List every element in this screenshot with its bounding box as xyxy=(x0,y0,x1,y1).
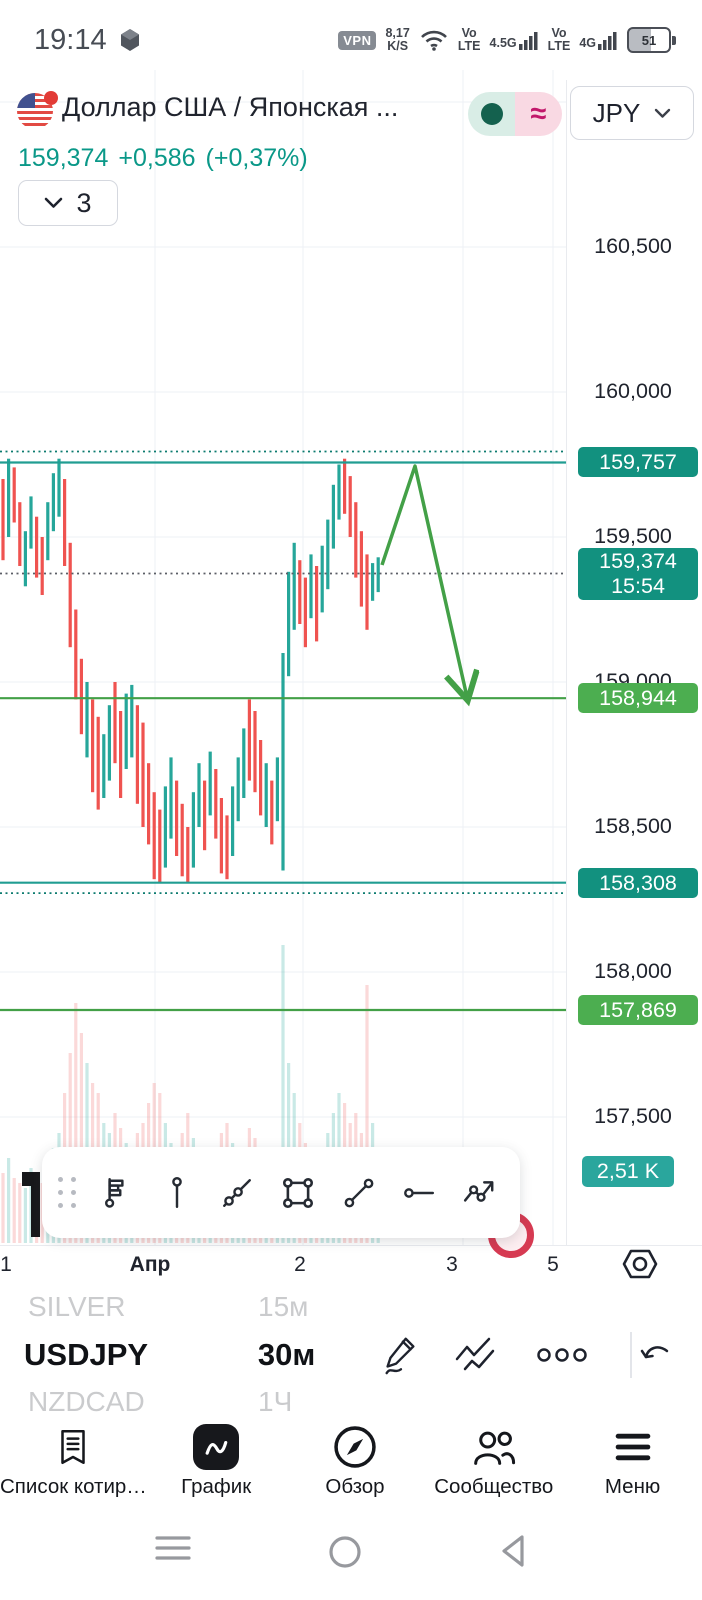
people-icon xyxy=(473,1431,515,1465)
pattern-arrow-tool[interactable] xyxy=(449,1176,510,1210)
price-axis-label: 160,000 xyxy=(594,379,672,403)
undo-button[interactable] xyxy=(608,1341,702,1369)
time-axis-label: 3 xyxy=(446,1253,458,1276)
chart-settings-icon[interactable] xyxy=(622,1248,658,1280)
price-change: +0,586 xyxy=(118,144,196,172)
price-axis-border xyxy=(566,80,567,1246)
flag-annotation[interactable] xyxy=(22,1172,42,1238)
symbol-name: USDJPY xyxy=(24,1337,149,1372)
symbol-timeframe: 15м xyxy=(258,1291,309,1322)
symbol-picker[interactable]: SILVER 15м USDJPY 30м NZDC xyxy=(0,1290,702,1418)
indicators-button[interactable] xyxy=(433,1333,519,1377)
wifi-icon xyxy=(420,30,447,51)
notification-app-icon xyxy=(120,29,139,51)
objects-count: 3 xyxy=(76,187,92,218)
symbol-name: SILVER xyxy=(28,1291,126,1322)
symbol-timeframe: 30м xyxy=(257,1337,316,1372)
approx-price-icon: ≈ xyxy=(515,92,562,136)
watchlist-icon xyxy=(61,1429,86,1465)
price-axis-label: 158,500 xyxy=(594,814,672,838)
back-button[interactable] xyxy=(498,1534,528,1568)
symbol-name: NZDCAD xyxy=(28,1386,145,1417)
time-axis-label: Апр xyxy=(129,1253,171,1276)
chevron-down-icon xyxy=(655,108,671,118)
vertical-line-tool[interactable] xyxy=(147,1176,208,1210)
objects-tree-button[interactable]: 3 xyxy=(18,180,118,226)
nav-community[interactable]: Сообщество xyxy=(424,1418,563,1512)
trend-line-tool[interactable] xyxy=(328,1176,389,1210)
more-options-button[interactable] xyxy=(519,1344,607,1366)
price-axis-label: 159,500 xyxy=(594,524,672,548)
nav-overview[interactable]: Обзор xyxy=(286,1418,425,1512)
symbol-title[interactable]: Доллар США / Японская ... xyxy=(62,92,399,122)
time-axis-label: 2 xyxy=(294,1253,306,1276)
symbol-timeframe: 1Ч xyxy=(258,1386,293,1417)
price-change-percent: (+0,37%) xyxy=(205,144,308,172)
drag-handle[interactable] xyxy=(58,1177,76,1208)
clock: 19:14 xyxy=(34,23,107,56)
price-axis-label: 158,000 xyxy=(594,959,672,983)
volte-indicator-2: Vo LTE xyxy=(547,26,571,53)
chart-icon xyxy=(193,1424,240,1470)
price-axis-label: 160,500 xyxy=(594,234,672,258)
home-button[interactable] xyxy=(327,1534,363,1570)
last-price: 159,374 xyxy=(18,144,109,172)
signal-2: 4G xyxy=(579,30,618,50)
symbol-row-next[interactable]: NZDCAD 1Ч xyxy=(0,1386,702,1418)
symbol-flag-icon xyxy=(16,90,62,132)
market-open-dot-icon xyxy=(468,92,515,136)
info-line-tool[interactable] xyxy=(207,1176,268,1210)
compass-icon xyxy=(334,1426,376,1468)
current-price-badge: 159,374 15:54 xyxy=(578,548,698,600)
divider xyxy=(630,1332,632,1378)
status-bar: 19:14 VPN 8,17 K/S Vo LTE 4.5G Vo LTE xyxy=(0,14,702,66)
time-axis-label: 5 xyxy=(547,1253,559,1276)
price-level-badge: 158,944 xyxy=(578,683,698,713)
price-level-badge: 159,757 xyxy=(578,447,698,477)
rectangle-tool[interactable] xyxy=(268,1175,329,1211)
symbol-row-active[interactable]: USDJPY 30м xyxy=(0,1328,702,1382)
currency-selector-value: JPY xyxy=(592,97,641,128)
net-speed: 8,17 K/S xyxy=(385,26,410,53)
symbol-row-previous[interactable]: SILVER 15м xyxy=(0,1290,702,1324)
price-axis-label: 157,500 xyxy=(594,1104,672,1128)
signal-bars-icon xyxy=(598,32,617,50)
recents-button[interactable] xyxy=(154,1534,192,1562)
draw-button[interactable] xyxy=(368,1332,433,1378)
chevron-down-icon xyxy=(45,197,63,208)
hamburger-icon xyxy=(615,1433,650,1461)
price-level-badge: 157,869 xyxy=(578,995,698,1025)
battery-indicator: 51 xyxy=(627,27,676,53)
android-navigation-bar xyxy=(0,1512,702,1600)
vpn-badge: VPN xyxy=(338,30,377,50)
price-level-badge: 158,308 xyxy=(578,868,698,898)
signal-1: 4.5G xyxy=(490,30,539,50)
nav-chart-active[interactable]: График xyxy=(147,1418,286,1512)
market-status-toggle[interactable]: ≈ xyxy=(468,92,562,136)
currency-selector[interactable]: JPY xyxy=(570,86,694,140)
bars-pattern-tool[interactable] xyxy=(86,1176,147,1210)
bottom-navigation: Список котир… График Обзор Сообщество Ме… xyxy=(0,1418,702,1512)
nav-menu[interactable]: Меню xyxy=(563,1418,702,1512)
nav-watchlist[interactable]: Список котир… xyxy=(0,1418,147,1512)
horizontal-line-tool[interactable] xyxy=(389,1176,450,1210)
volume-badge: 2,51 K xyxy=(582,1156,674,1187)
time-axis-border xyxy=(0,1245,702,1246)
drawing-toolbar[interactable] xyxy=(42,1147,520,1238)
volte-indicator-1: Vo LTE xyxy=(457,26,481,53)
quote-row: 159,374 +0,586 (+0,37%) xyxy=(18,144,308,173)
time-axis-label: 1 xyxy=(0,1253,12,1276)
signal-bars-icon xyxy=(518,32,538,50)
